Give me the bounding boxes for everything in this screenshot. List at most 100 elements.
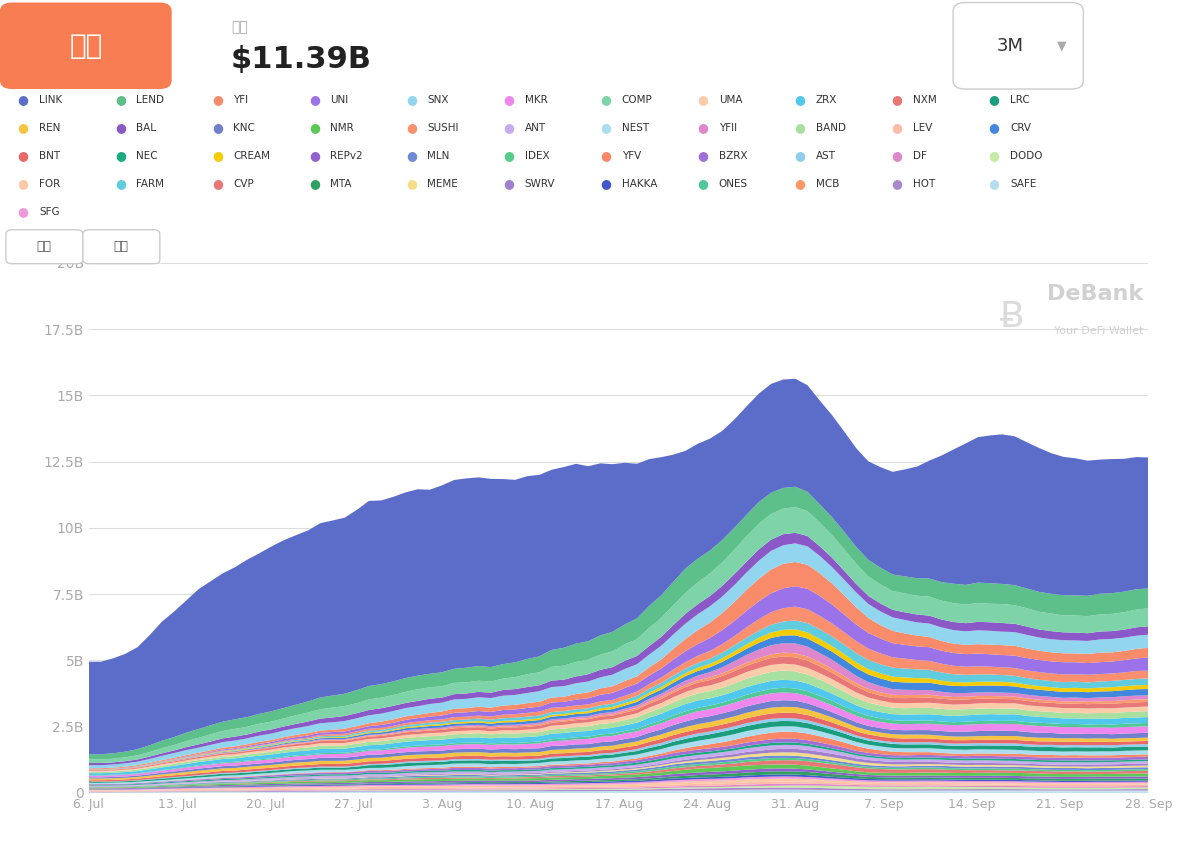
Text: CRV: CRV [1010,123,1031,133]
Text: ONES: ONES [719,179,748,189]
Text: ●: ● [309,93,320,107]
Text: ●: ● [794,149,805,163]
Text: ●: ● [989,121,999,135]
Text: ●: ● [503,177,514,191]
Text: HAKKA: HAKKA [622,179,657,189]
Text: SFG: SFG [39,207,59,217]
Text: DODO: DODO [1010,151,1042,161]
Text: REN: REN [39,123,60,133]
Text: ●: ● [115,149,126,163]
Text: MKR: MKR [525,95,547,105]
Text: MCB: MCB [816,179,839,189]
Text: ●: ● [212,93,223,107]
Text: ●: ● [697,149,708,163]
Text: ●: ● [406,93,417,107]
Text: ●: ● [989,177,999,191]
Text: YFI: YFI [233,95,249,105]
Text: ●: ● [309,121,320,135]
Text: 市值: 市值 [69,31,103,60]
Text: ●: ● [600,121,611,135]
Text: ●: ● [115,121,126,135]
Text: LEV: LEV [913,123,932,133]
Text: ●: ● [212,177,223,191]
Text: ●: ● [212,121,223,135]
Text: LRC: LRC [1010,95,1030,105]
Text: ▼: ▼ [1057,39,1067,53]
Text: 3M: 3M [997,36,1023,55]
Text: NMR: NMR [330,123,354,133]
Text: ●: ● [18,177,28,191]
Text: ●: ● [892,121,902,135]
Text: IDEX: IDEX [525,151,549,161]
Text: FARM: FARM [136,179,165,189]
Text: ●: ● [794,121,805,135]
Text: BAND: BAND [816,123,845,133]
Text: DeBank: DeBank [1047,284,1144,304]
Text: SNX: SNX [427,95,449,105]
Text: ●: ● [697,93,708,107]
Text: AST: AST [816,151,836,161]
Text: ●: ● [794,93,805,107]
Text: $11.39B: $11.39B [231,45,372,74]
Text: ●: ● [212,149,223,163]
Text: ●: ● [892,149,902,163]
Text: ●: ● [989,93,999,107]
Text: MTA: MTA [330,179,352,189]
Text: ●: ● [309,177,320,191]
Text: UMA: UMA [719,95,742,105]
Text: MLN: MLN [427,151,450,161]
Text: Ƀ: Ƀ [999,300,1024,334]
Text: 全选: 全选 [37,240,51,254]
Text: 清空: 清空 [114,240,128,254]
Text: ●: ● [115,177,126,191]
Text: YFII: YFII [719,123,736,133]
Text: NEST: NEST [622,123,649,133]
Text: ●: ● [600,177,611,191]
Text: ●: ● [18,205,28,219]
Text: DF: DF [913,151,927,161]
Text: ●: ● [115,93,126,107]
Text: BNT: BNT [39,151,60,161]
Text: MEME: MEME [427,179,458,189]
Text: ●: ● [697,121,708,135]
Text: ●: ● [989,149,999,163]
Text: ●: ● [406,121,417,135]
Text: ●: ● [18,149,28,163]
Text: FOR: FOR [39,179,60,189]
Text: Your DeFi Wallet: Your DeFi Wallet [1054,326,1144,337]
Text: ●: ● [697,177,708,191]
Text: NEC: NEC [136,151,157,161]
Text: SAFE: SAFE [1010,179,1036,189]
Text: UNI: UNI [330,95,348,105]
Text: ●: ● [503,149,514,163]
Text: ●: ● [794,177,805,191]
Text: REPv2: REPv2 [330,151,363,161]
Text: YFV: YFV [622,151,641,161]
Text: ●: ● [18,121,28,135]
Text: LINK: LINK [39,95,63,105]
Text: HOT: HOT [913,179,935,189]
Text: ●: ● [309,149,320,163]
Text: ANT: ANT [525,123,546,133]
Text: CREAM: CREAM [233,151,270,161]
Text: SUSHI: SUSHI [427,123,459,133]
Text: BAL: BAL [136,123,156,133]
Text: KNC: KNC [233,123,255,133]
Text: ●: ● [503,121,514,135]
Text: ●: ● [892,93,902,107]
Text: ●: ● [406,177,417,191]
Text: ●: ● [18,93,28,107]
Text: LEND: LEND [136,95,165,105]
Text: SWRV: SWRV [525,179,555,189]
Text: COMP: COMP [622,95,652,105]
Text: BZRX: BZRX [719,151,747,161]
Text: ●: ● [600,93,611,107]
Text: ●: ● [503,93,514,107]
Text: 市值: 市值 [231,20,247,34]
Text: ●: ● [600,149,611,163]
Text: ZRX: ZRX [816,95,837,105]
Text: NXM: NXM [913,95,937,105]
Text: ●: ● [892,177,902,191]
Text: ●: ● [406,149,417,163]
Text: CVP: CVP [233,179,255,189]
